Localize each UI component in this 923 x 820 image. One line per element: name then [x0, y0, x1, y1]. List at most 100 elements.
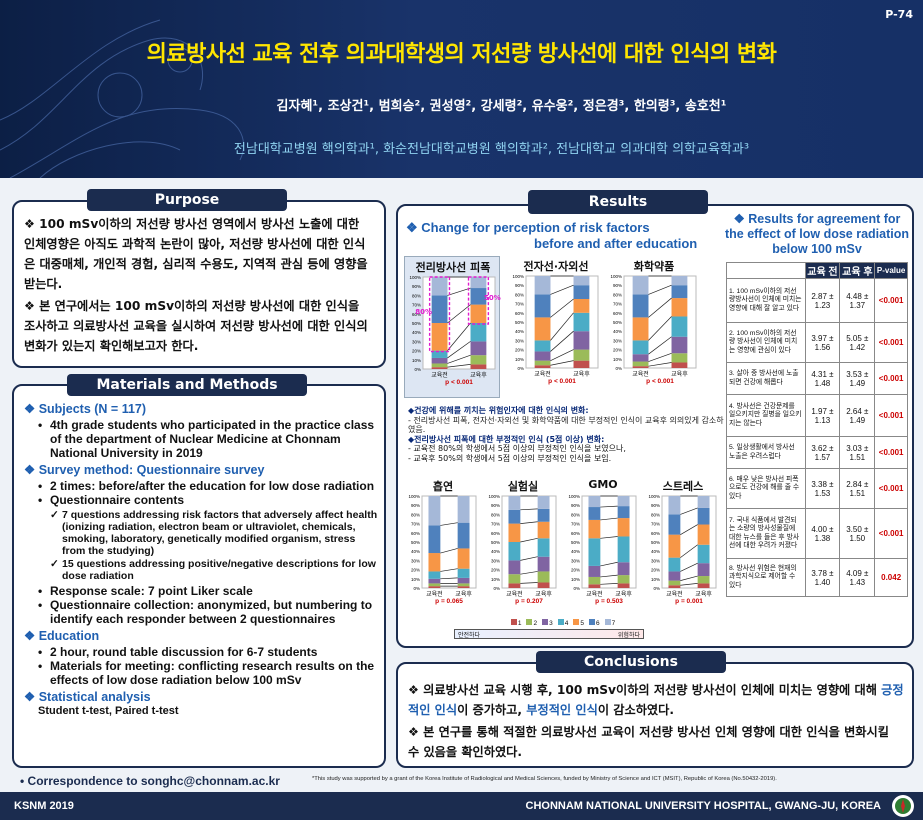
bar-segment — [470, 364, 487, 369]
hospital-logo-icon — [892, 795, 914, 817]
connector-line — [680, 507, 698, 515]
y-tick-label: 100% — [409, 275, 421, 280]
y-tick-label: 50% — [491, 540, 500, 545]
connector-line — [447, 341, 471, 359]
bar-segment — [697, 507, 710, 525]
change-title: ❖ Change for perception of risk factors … — [406, 220, 698, 251]
chart-panel: 흡연 100% 90% 80% 70% 60% 50% 40% 30% 20% 10% 0% 교육전 교육… — [404, 476, 482, 618]
chart-panel: 화학약품 100% 90% 80% 70% 60% 50% 40% 30% 20% 10% 0% 교육전… — [606, 256, 702, 398]
purpose-item: ❖ 100 mSv이하의 저선량 방사선 영역에서 방사선 노출에 대한 인체영… — [24, 217, 368, 291]
pvalue-cell: <0.001 — [874, 468, 908, 509]
legend-safe: 안전하다 — [458, 632, 481, 639]
y-tick-label: 80% — [651, 512, 660, 517]
y-tick-label: 90% — [411, 503, 420, 508]
y-tick-label: 30% — [515, 338, 524, 343]
y-tick-label: 30% — [613, 338, 622, 343]
connector-line — [680, 562, 698, 572]
col-header: P-value — [874, 262, 908, 279]
y-tick-label: 70% — [651, 522, 660, 527]
education-item: • 2 hour, round table discussion for 6-7 … — [38, 645, 318, 659]
y-tick-label: 80% — [411, 512, 420, 517]
bar-segment — [457, 577, 470, 584]
poster-affiliations: 전남대학교병원 핵의학과¹, 화순전남대학교병원 핵의학과², 전남대학교 의과… — [233, 142, 750, 157]
pre-cell: 2.87 ± 1.23 — [804, 278, 841, 323]
bar-segment — [508, 560, 521, 575]
p-value-label: p = 0.207 — [515, 598, 543, 605]
y-tick-label: 40% — [571, 549, 580, 554]
poster-title: 의료방사선 교육 전후 의과대학생의 저선량 방사선에 대한 인식의 변화 — [146, 42, 777, 67]
pre-cell: 4.31 ± 1.48 — [804, 362, 841, 395]
bar-segment — [431, 357, 448, 364]
chart-title: 스트레스 — [662, 480, 704, 493]
connector-line — [550, 298, 574, 318]
bar-segment — [534, 317, 551, 341]
bar-segment — [617, 583, 630, 588]
poster-id: P-74 — [885, 8, 913, 21]
y-tick-label: 40% — [412, 330, 421, 335]
bar-segment — [428, 553, 441, 572]
connector-line — [550, 349, 574, 361]
question-cell: 3. 살아 중 방사선에 노출되면 건강에 해롭다 — [726, 362, 806, 395]
pvalue-cell: <0.001 — [874, 394, 908, 437]
question-cell: 5. 일상생활에서 방사선 노출은 우려스럽다 — [726, 436, 806, 469]
bar-segment — [617, 506, 630, 519]
y-tick-label: 60% — [491, 531, 500, 536]
note-text: - 교육전 80%의 학생에서 5점 이상의 부정적인 인식을 보였으나, — [408, 444, 626, 453]
y-tick-label: 10% — [515, 357, 524, 362]
y-tick-label: 50% — [571, 540, 580, 545]
footer: • Correspondence to songhc@chonnam.ac.kr… — [0, 768, 923, 820]
x-tick-label: 교육후 — [535, 590, 552, 598]
bar-segment — [617, 518, 630, 537]
y-tick-label: 30% — [571, 558, 580, 563]
bar-segment — [534, 340, 551, 352]
bar-segment — [431, 277, 448, 296]
post-cell: 3.53 ± 1.49 — [839, 362, 876, 395]
post-cell: 4.48 ± 1.37 — [839, 278, 876, 323]
bar-segment — [671, 353, 688, 363]
purpose-box: ❖ 100 mSv이하의 저선량 방사선 영역에서 방사선 노출에 대한 인체영… — [12, 200, 386, 368]
x-tick-label: 교육전 — [431, 371, 448, 379]
y-tick-label: 20% — [651, 568, 660, 573]
methods-box: ❖ Subjects (N = 117) • 4th grade students… — [12, 384, 386, 768]
bar-segment — [537, 571, 550, 583]
bar-segment — [534, 276, 551, 295]
connector-line — [520, 556, 538, 561]
connector-line — [447, 322, 471, 351]
connector-line — [550, 330, 574, 352]
bar-segment — [617, 575, 630, 584]
connector-line — [680, 524, 698, 535]
bar-segment — [534, 294, 551, 318]
y-tick-label: 60% — [613, 311, 622, 316]
bar-segment — [534, 360, 551, 366]
y-tick-label: 80% — [515, 292, 524, 297]
y-tick-label: 90% — [613, 283, 622, 288]
bar-segment — [470, 323, 487, 342]
bar-segment — [508, 509, 521, 524]
bar-segment — [697, 563, 710, 577]
y-tick-label: 10% — [613, 357, 622, 362]
col-header: 교육 전 — [804, 262, 841, 279]
pre-cell: 3.78 ± 1.40 — [804, 558, 841, 597]
bar-segment — [457, 583, 470, 587]
y-tick-label: 0% — [413, 586, 420, 591]
x-tick-label: 교육전 — [506, 590, 523, 598]
bar-segment — [573, 349, 590, 361]
connector-line — [600, 517, 618, 521]
survey-heading: ❖ Survey method: Questionnaire survey — [24, 463, 265, 477]
connector-line — [520, 521, 538, 524]
connector-line — [520, 571, 538, 575]
y-tick-label: 20% — [491, 568, 500, 573]
bar-segment — [537, 496, 550, 509]
bar-segment — [588, 496, 601, 508]
bar-segment — [534, 365, 551, 368]
bar-segment — [428, 571, 441, 579]
col-header: 교육 후 — [839, 262, 876, 279]
bar-segment — [632, 276, 649, 295]
connector-line — [447, 304, 471, 324]
y-tick-label: 30% — [651, 558, 660, 563]
bar-segment — [457, 586, 470, 588]
bar-segment — [617, 562, 630, 576]
decorative-swirl — [0, 19, 245, 178]
bar-segment — [697, 583, 710, 588]
content-item: ✓ 15 questions addressing positive/negati… — [50, 558, 376, 582]
